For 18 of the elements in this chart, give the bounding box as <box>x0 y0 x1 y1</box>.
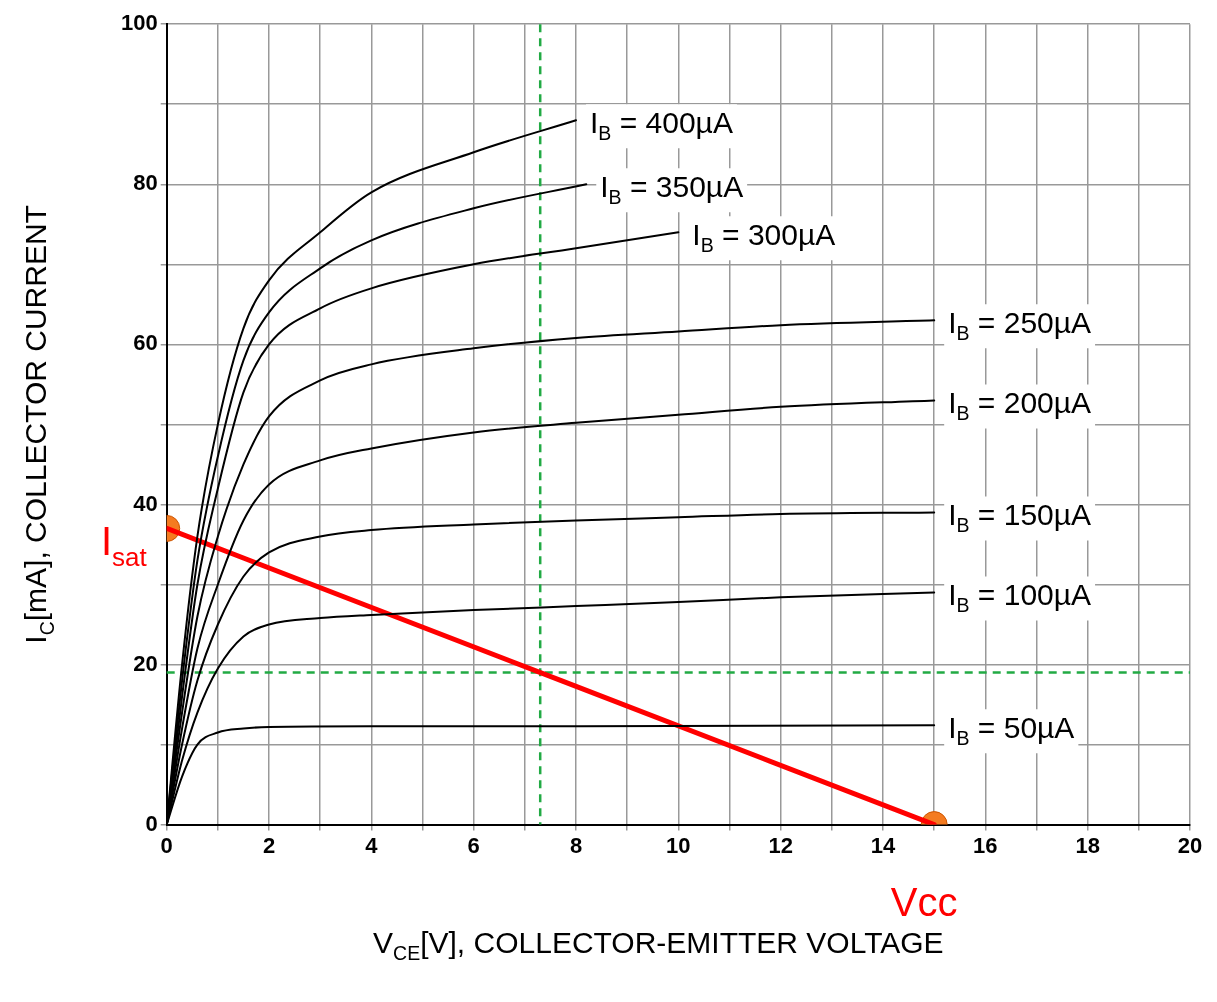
y-tick-label: 80 <box>133 170 158 196</box>
x-tick-label: 8 <box>569 832 583 858</box>
y-tick-label: 20 <box>133 650 158 676</box>
annotation: Vcc <box>890 879 958 924</box>
y-tick-label: 60 <box>133 330 158 356</box>
x-tick-label: 16 <box>973 832 998 858</box>
x-tick-label: 6 <box>467 832 480 858</box>
y-tick-label: 0 <box>145 810 158 836</box>
x-tick-label: 20 <box>1177 832 1203 858</box>
y-axis-title: IC[mA], COLLECTOR CURRENT <box>19 205 58 644</box>
x-tick-label: 14 <box>870 832 897 858</box>
y-tick-label: 40 <box>133 490 158 516</box>
x-tick-label: 12 <box>768 832 793 858</box>
x-tick-label: 2 <box>262 832 276 858</box>
x-tick-label: 4 <box>365 832 379 858</box>
y-tick-label: 100 <box>120 10 158 36</box>
x-tick-label: 18 <box>1075 832 1100 858</box>
x-tick-label: 10 <box>666 832 691 858</box>
